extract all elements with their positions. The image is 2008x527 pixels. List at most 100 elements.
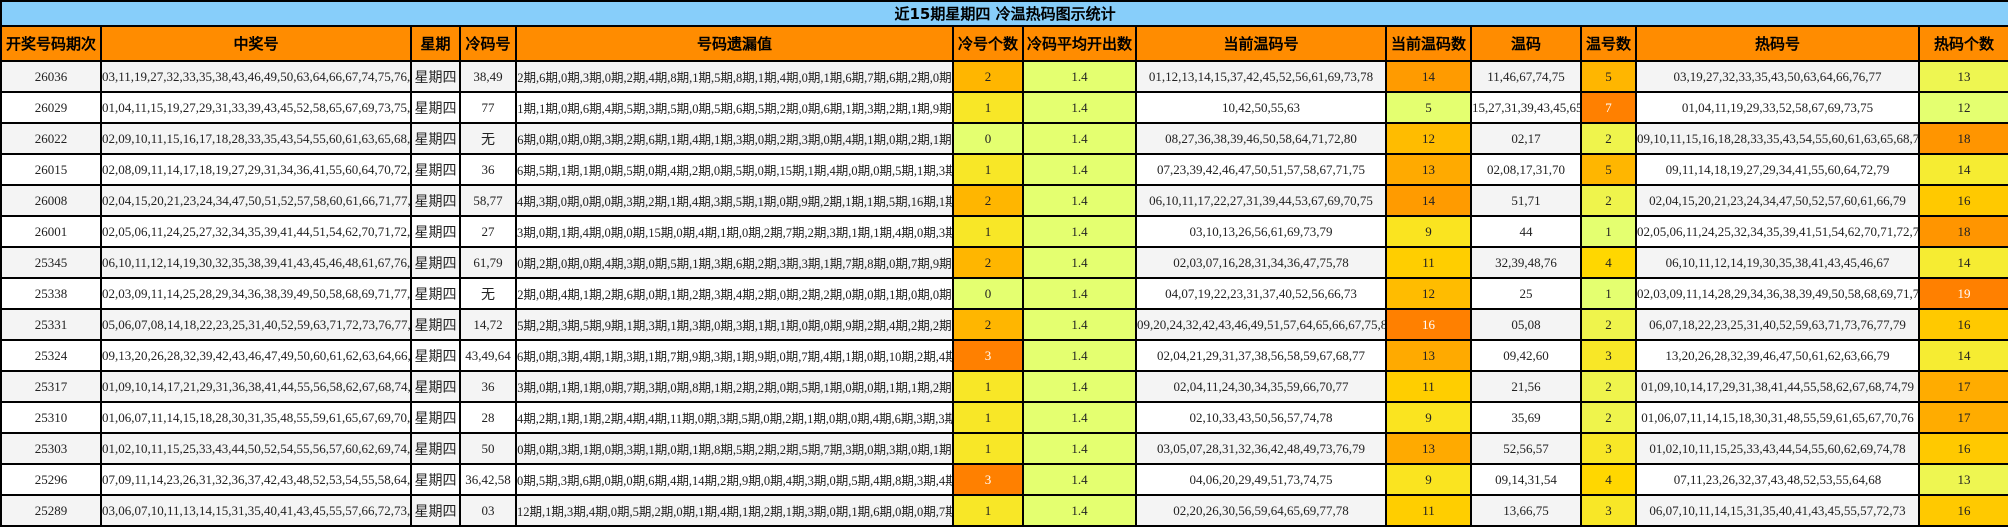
warm-numbers-cell: 11,46,67,74,75 [1470,60,1582,93]
current-warm-count-cell: 9 [1385,401,1472,434]
cold-count-cell: 1 [952,432,1024,465]
period-cell: 25345 [0,246,102,279]
cold-numbers-cell: 36,42,58 [459,463,517,496]
warm-numbers-cell: 52,56,57 [1470,432,1582,465]
column-header: 当前温码号 [1135,25,1387,62]
cold-numbers-cell: 03 [459,494,517,527]
warm-count-cell: 4 [1580,463,1637,496]
warm-numbers-cell: 32,39,48,76 [1470,246,1582,279]
winning-numbers-cell: 09,13,20,26,28,32,39,42,43,46,47,49,50,6… [100,339,412,372]
winning-numbers-cell: 07,09,11,14,23,26,31,32,36,37,42,43,48,5… [100,463,412,496]
weekday-cell: 星期四 [410,494,461,527]
cold-average-cell: 1.4 [1022,494,1137,527]
hot-numbers-cell: 09,10,11,15,16,18,28,33,35,43,54,55,60,6… [1635,122,1920,155]
table-row: 25310 01,06,07,11,14,15,18,28,30,31,35,48… [0,401,2008,434]
warm-numbers-cell: 02,17 [1470,122,1582,155]
current-warm-numbers-cell: 02,20,26,30,56,59,64,65,69,77,78 [1135,494,1387,527]
cold-numbers-cell: 无 [459,122,517,155]
missing-values-cell: 3期,0期,1期,1期,0期,7期,3期,0期,8期,1期,2期,2期,0期,5… [515,370,954,403]
current-warm-numbers-cell: 01,12,13,14,15,37,42,45,52,56,61,69,73,7… [1135,60,1387,93]
weekday-cell: 星期四 [410,277,461,310]
current-warm-count-cell: 11 [1385,494,1472,527]
warm-numbers-cell: 44 [1470,215,1582,248]
cold-average-cell: 1.4 [1022,463,1137,496]
warm-numbers-cell: 02,08,17,31,70 [1470,153,1582,186]
table-row: 26008 02,04,15,20,21,23,24,34,47,50,51,52… [0,184,2008,217]
winning-numbers-cell: 01,04,11,15,19,27,29,31,33,39,43,45,52,5… [100,91,412,124]
cold-average-cell: 1.4 [1022,277,1137,310]
missing-values-cell: 2期,0期,4期,1期,2期,6期,0期,1期,2期,3期,4期,2期,0期,2… [515,277,954,310]
cold-numbers-cell: 27 [459,215,517,248]
hot-numbers-cell: 02,03,09,11,14,28,29,34,36,38,39,49,50,5… [1635,277,1920,310]
warm-numbers-cell: 09,14,31,54 [1470,463,1582,496]
cold-count-cell: 2 [952,246,1024,279]
period-cell: 26022 [0,122,102,155]
current-warm-count-cell: 11 [1385,246,1472,279]
period-cell: 25317 [0,370,102,403]
table-row: 25303 01,02,10,11,15,25,33,43,44,50,52,54… [0,432,2008,465]
cold-average-cell: 1.4 [1022,308,1137,341]
period-cell: 25324 [0,339,102,372]
hot-count-cell: 14 [1917,339,2008,372]
winning-numbers-cell: 01,02,10,11,15,25,33,43,44,50,52,54,55,5… [100,432,412,465]
warm-count-cell: 2 [1580,401,1637,434]
current-warm-count-cell: 9 [1385,215,1472,248]
current-warm-numbers-cell: 07,23,39,42,46,47,50,51,57,58,67,71,75 [1135,153,1387,186]
warm-numbers-cell: 13,66,75 [1470,494,1582,527]
warm-count-cell: 7 [1580,91,1637,124]
current-warm-count-cell: 5 [1385,91,1472,124]
hot-numbers-cell: 06,10,11,12,14,19,30,35,38,41,43,45,46,6… [1635,246,1920,279]
table-row: 25331 05,06,07,08,14,18,22,23,25,31,40,52… [0,308,2008,341]
hot-numbers-cell: 06,07,10,11,14,15,31,35,40,41,43,45,55,5… [1635,494,1920,527]
period-cell: 25338 [0,277,102,310]
weekday-cell: 星期四 [410,339,461,372]
cold-average-cell: 1.4 [1022,122,1137,155]
hot-count-cell: 18 [1917,215,2008,248]
hot-count-cell: 17 [1917,401,2008,434]
weekday-cell: 星期四 [410,215,461,248]
missing-values-cell: 1期,1期,0期,6期,4期,5期,3期,5期,0期,5期,6期,5期,2期,0… [515,91,954,124]
cold-average-cell: 1.4 [1022,60,1137,93]
warm-count-cell: 4 [1580,246,1637,279]
current-warm-count-cell: 16 [1385,308,1472,341]
cold-numbers-cell: 14,72 [459,308,517,341]
table-row: 25324 09,13,20,26,28,32,39,42,43,46,47,49… [0,339,2008,372]
weekday-cell: 星期四 [410,184,461,217]
hot-count-cell: 14 [1917,246,2008,279]
current-warm-count-cell: 14 [1385,184,1472,217]
missing-values-cell: 4期,2期,1期,1期,2期,4期,4期,11期,0期,3期,5期,0期,2期,… [515,401,954,434]
current-warm-numbers-cell: 02,10,33,43,50,56,57,74,78 [1135,401,1387,434]
cold-numbers-cell: 50 [459,432,517,465]
table-row: 26001 02,05,06,11,24,25,27,32,34,35,39,41… [0,215,2008,248]
warm-count-cell: 2 [1580,184,1637,217]
weekday-cell: 星期四 [410,308,461,341]
cold-numbers-cell: 28 [459,401,517,434]
current-warm-count-cell: 12 [1385,277,1472,310]
period-cell: 26029 [0,91,102,124]
hot-numbers-cell: 03,19,27,32,33,35,43,50,63,64,66,76,77 [1635,60,1920,93]
column-header: 开奖号码期次 [0,25,102,62]
cold-average-cell: 1.4 [1022,339,1137,372]
warm-numbers-cell: 21,56 [1470,370,1582,403]
weekday-cell: 星期四 [410,401,461,434]
current-warm-numbers-cell: 03,10,13,26,56,61,69,73,79 [1135,215,1387,248]
cold-average-cell: 1.4 [1022,401,1137,434]
cold-average-cell: 1.4 [1022,432,1137,465]
winning-numbers-cell: 03,11,19,27,32,33,35,38,43,46,49,50,63,6… [100,60,412,93]
table-row: 26029 01,04,11,15,19,27,29,31,33,39,43,45… [0,91,2008,124]
period-cell: 26036 [0,60,102,93]
warm-numbers-cell: 35,69 [1470,401,1582,434]
warm-numbers-cell: 15,27,31,39,43,45,65 [1470,91,1582,124]
warm-count-cell: 2 [1580,370,1637,403]
current-warm-numbers-cell: 04,06,20,29,49,51,73,74,75 [1135,463,1387,496]
current-warm-numbers-cell: 08,27,36,38,39,46,50,58,64,71,72,80 [1135,122,1387,155]
missing-values-cell: 4期,3期,0期,0期,0期,3期,2期,1期,4期,3期,5期,1期,0期,9… [515,184,954,217]
missing-values-cell: 6期,0期,0期,0期,3期,2期,6期,1期,4期,1期,3期,0期,2期,3… [515,122,954,155]
winning-numbers-cell: 01,06,07,11,14,15,18,28,30,31,35,48,55,5… [100,401,412,434]
current-warm-count-cell: 11 [1385,370,1472,403]
hot-numbers-cell: 06,07,18,22,23,25,31,40,52,59,63,71,73,7… [1635,308,1920,341]
current-warm-count-cell: 14 [1385,60,1472,93]
cold-count-cell: 1 [952,91,1024,124]
header-row: 开奖号码期次 中奖号 星期 冷码号 号码遗漏值 冷号个数 冷码平均开出数 当前温码号 当前温码数… [0,25,2008,62]
current-warm-count-cell: 13 [1385,153,1472,186]
